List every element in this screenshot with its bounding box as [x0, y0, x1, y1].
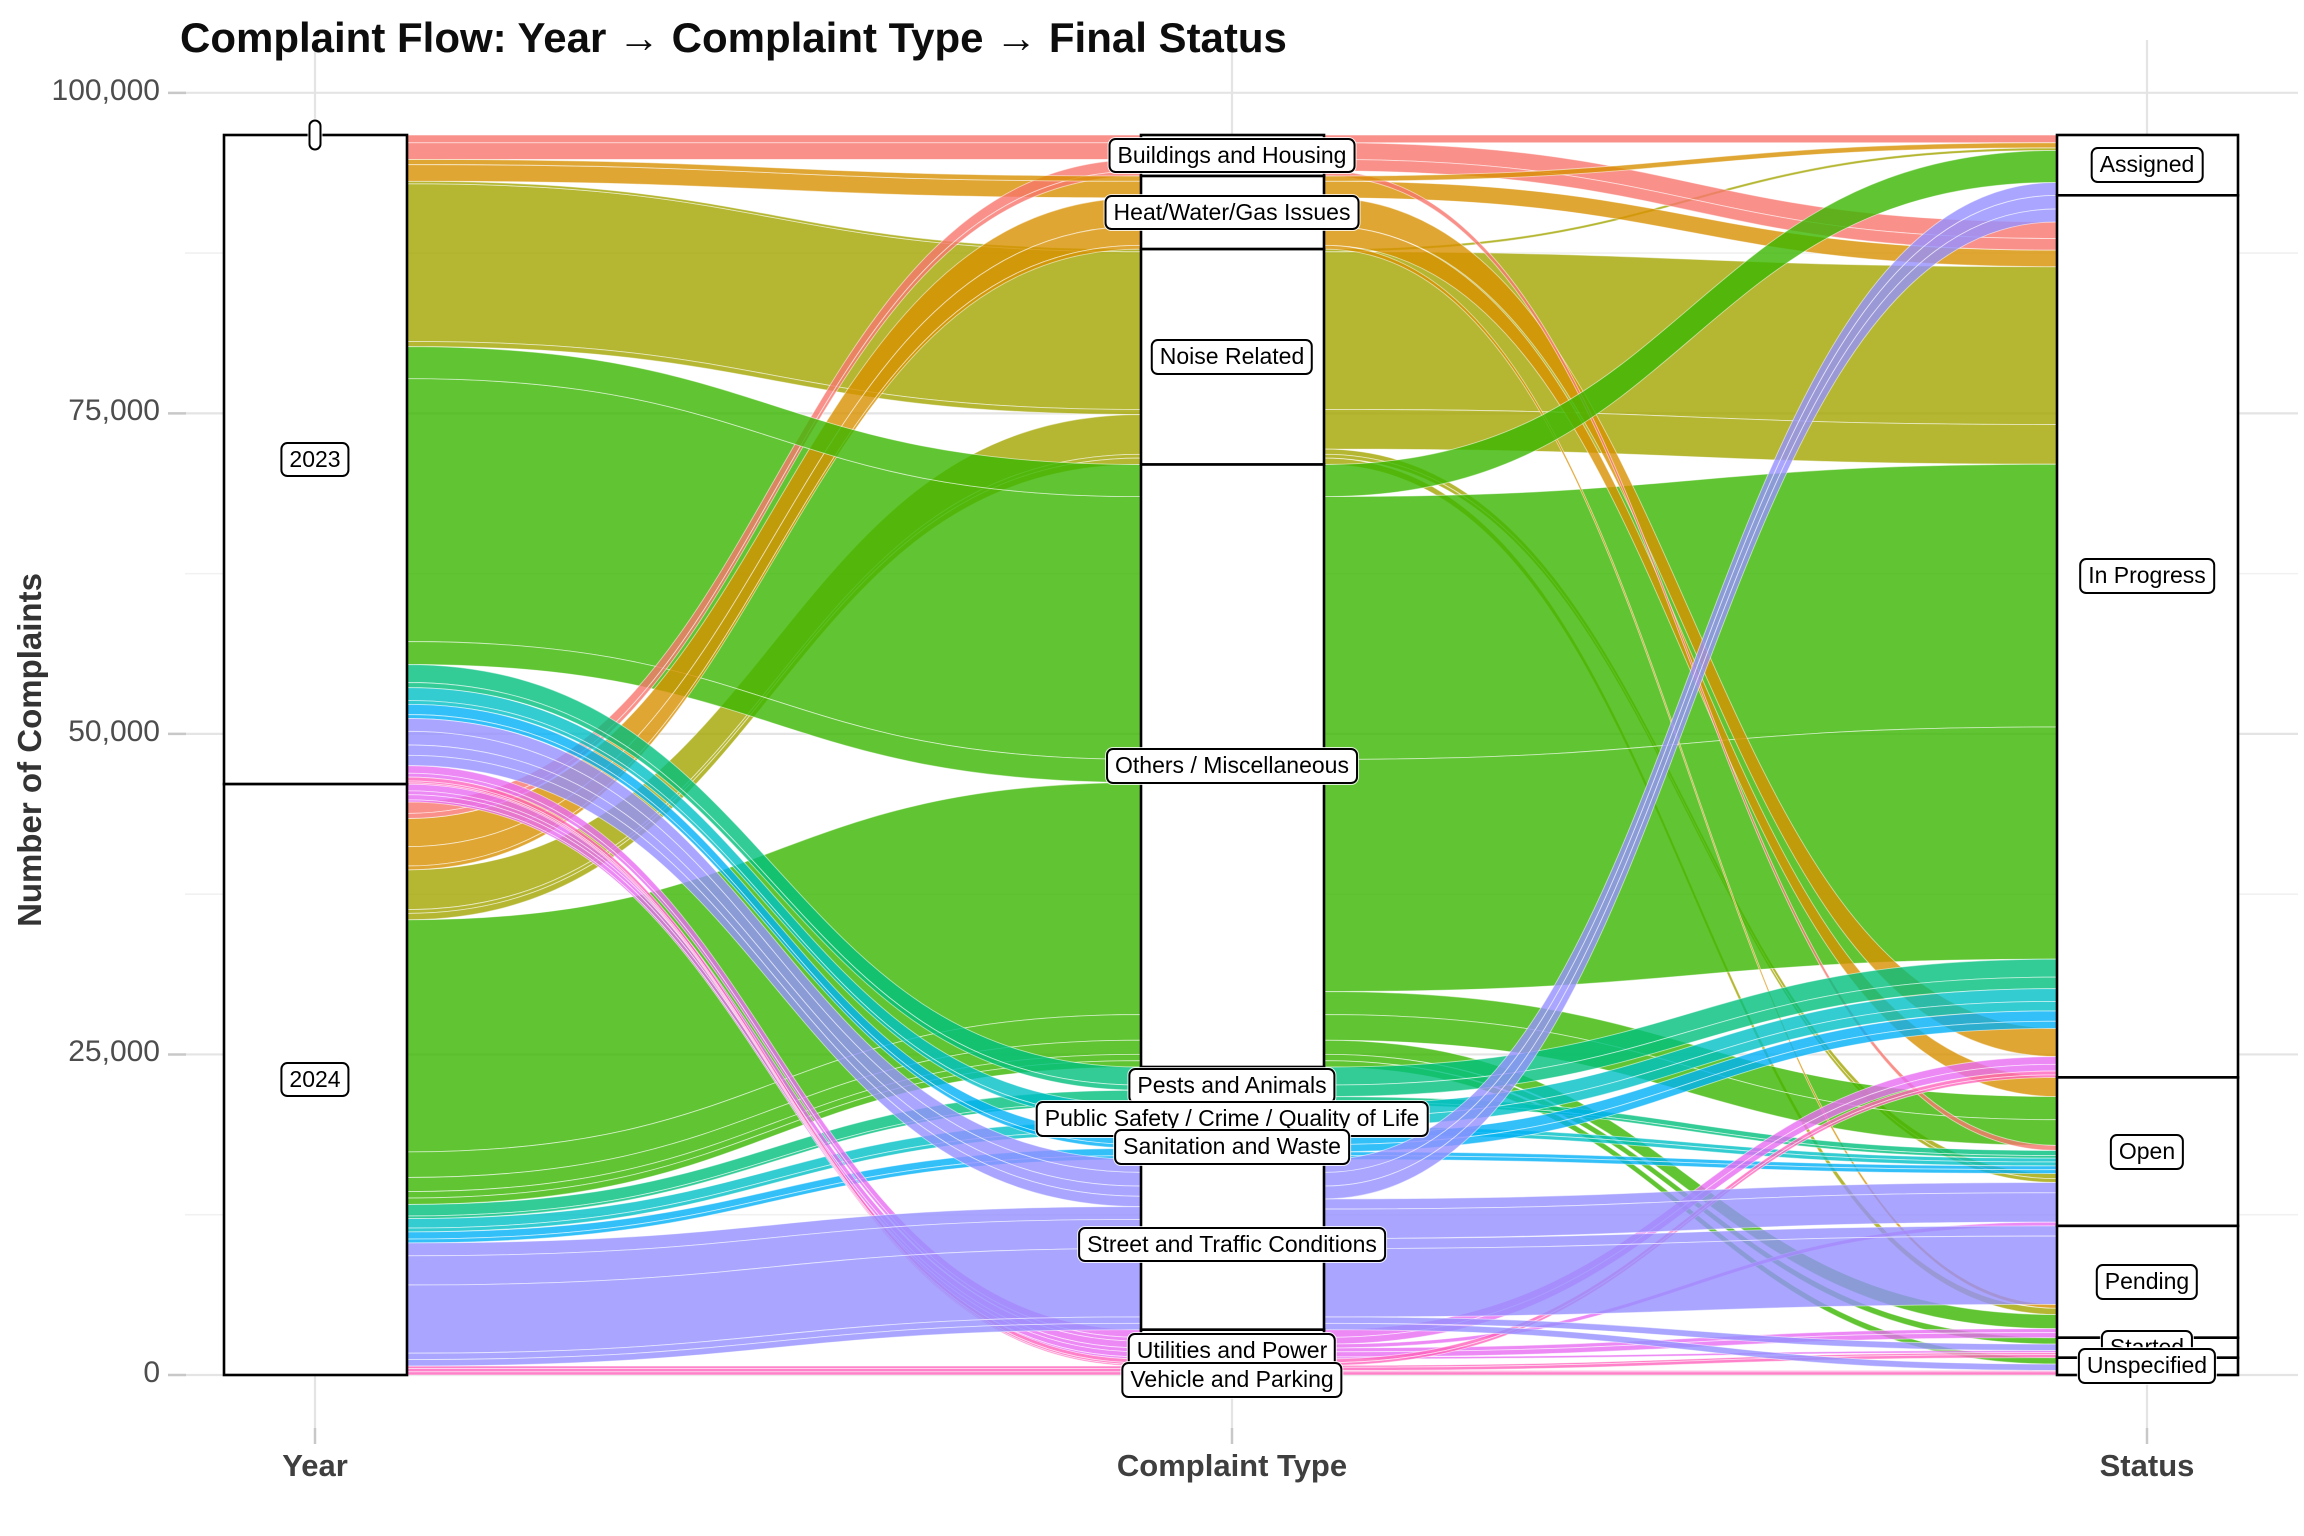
- flow-2024-V-to-type: [406, 1371, 1142, 1376]
- label-year-2023: 2023: [280, 441, 350, 478]
- label-status-Unsp: Unspecified: [2077, 1348, 2217, 1385]
- chart-title: Complaint Flow: Year → Complaint Type → …: [180, 14, 1287, 61]
- x-axis-title-complaint-type: Complaint Type: [1116, 1448, 1348, 1483]
- flow-2024-V-to-type: [406, 1368, 1142, 1373]
- flow-2023-O-InP: [1323, 463, 2058, 760]
- flow-2023-B-Asg: [1323, 134, 2058, 144]
- x-axis-title-status: Status: [2099, 1448, 2195, 1483]
- y-tick-label: 25,000: [68, 1035, 160, 1069]
- label-year-2024: 2024: [280, 1061, 350, 1098]
- flow-2024-O-InP: [1323, 726, 2058, 992]
- flow-ribbons: [406, 134, 2058, 1376]
- label-type-T: Street and Traffic Conditions: [1078, 1226, 1386, 1263]
- y-axis-title: Number of Complaints: [11, 573, 48, 927]
- y-tick-label: 75,000: [68, 394, 160, 428]
- y-tick-label: 0: [143, 1356, 160, 1389]
- flow-2024-V-Unsp: [1323, 1371, 2058, 1376]
- flow-2023-B-to-type: [406, 134, 1142, 144]
- label-status-InP: In Progress: [2079, 558, 2215, 595]
- flow-2023-B-to-type: [406, 142, 1142, 160]
- empty-year-label: [308, 119, 322, 151]
- label-status-Open: Open: [2109, 1133, 2185, 1170]
- y-tick-label: 100,000: [51, 73, 160, 107]
- stratum-status-InP: [2055, 194, 2240, 1079]
- label-type-P: Pests and Animals: [1128, 1067, 1336, 1104]
- flow-2024-T-Pend: [1323, 1235, 2058, 1318]
- label-type-V: Vehicle and Parking: [1121, 1362, 1343, 1398]
- label-status-Pend: Pending: [2095, 1263, 2199, 1300]
- x-axis-title-year: Year: [282, 1448, 348, 1483]
- label-type-N: Noise Related: [1150, 338, 1314, 375]
- label-type-O: Others / Miscellaneous: [1106, 747, 1358, 784]
- label-status-Asg: Assigned: [2090, 147, 2204, 184]
- label-type-H: Heat/Water/Gas Issues: [1104, 194, 1360, 231]
- y-tick-label: 50,000: [68, 714, 160, 748]
- label-type-B: Buildings and Housing: [1108, 137, 1356, 174]
- label-type-S: Sanitation and Waste: [1114, 1128, 1350, 1165]
